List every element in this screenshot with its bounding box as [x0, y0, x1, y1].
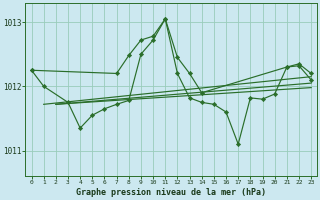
X-axis label: Graphe pression niveau de la mer (hPa): Graphe pression niveau de la mer (hPa) [76, 188, 266, 197]
